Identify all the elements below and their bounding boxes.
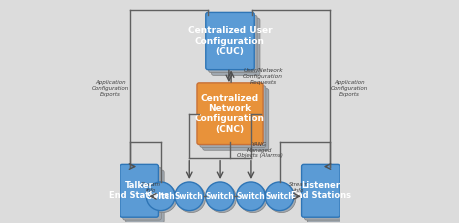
Text: Switch: Switch xyxy=(205,192,234,201)
Text: Switch: Switch xyxy=(264,192,293,201)
Circle shape xyxy=(146,182,174,211)
FancyBboxPatch shape xyxy=(307,170,345,223)
FancyBboxPatch shape xyxy=(211,18,259,75)
FancyBboxPatch shape xyxy=(202,89,268,150)
Circle shape xyxy=(174,182,203,211)
Circle shape xyxy=(267,184,295,213)
Circle shape xyxy=(207,184,236,213)
FancyBboxPatch shape xyxy=(205,12,254,70)
Circle shape xyxy=(238,184,267,213)
Circle shape xyxy=(236,182,265,211)
FancyBboxPatch shape xyxy=(125,170,164,223)
Text: Centralized User
Configuration
(CUC): Centralized User Configuration (CUC) xyxy=(187,26,272,56)
Text: Switch: Switch xyxy=(174,192,203,201)
Text: YANG
Managed
Objects (Alarms): YANG Managed Objects (Alarms) xyxy=(236,142,282,158)
Circle shape xyxy=(177,184,205,213)
Circle shape xyxy=(148,184,177,213)
Text: User/Network
Configuration
Requests: User/Network Configuration Requests xyxy=(243,68,283,85)
Text: Switch: Switch xyxy=(146,192,174,201)
Text: Talker
End Stations: Talker End Stations xyxy=(109,181,169,200)
Text: Stream
Info: Stream Info xyxy=(141,182,161,193)
FancyBboxPatch shape xyxy=(304,167,342,220)
Circle shape xyxy=(265,182,293,211)
Text: Switch: Switch xyxy=(236,192,265,201)
Text: Listener
End Stations: Listener End Stations xyxy=(290,181,350,200)
Text: Application
Configuration
Exports: Application Configuration Exports xyxy=(92,80,129,97)
FancyBboxPatch shape xyxy=(123,167,161,220)
Text: Stream
Info: Stream Info xyxy=(288,182,308,193)
FancyBboxPatch shape xyxy=(196,83,263,145)
FancyBboxPatch shape xyxy=(199,86,265,147)
FancyBboxPatch shape xyxy=(120,164,158,217)
Text: Centralized
Network
Configuration
(CNC): Centralized Network Configuration (CNC) xyxy=(195,94,264,134)
FancyBboxPatch shape xyxy=(208,15,257,72)
Circle shape xyxy=(205,182,234,211)
FancyBboxPatch shape xyxy=(301,164,339,217)
Text: Application
Configuration
Exports: Application Configuration Exports xyxy=(330,80,367,97)
